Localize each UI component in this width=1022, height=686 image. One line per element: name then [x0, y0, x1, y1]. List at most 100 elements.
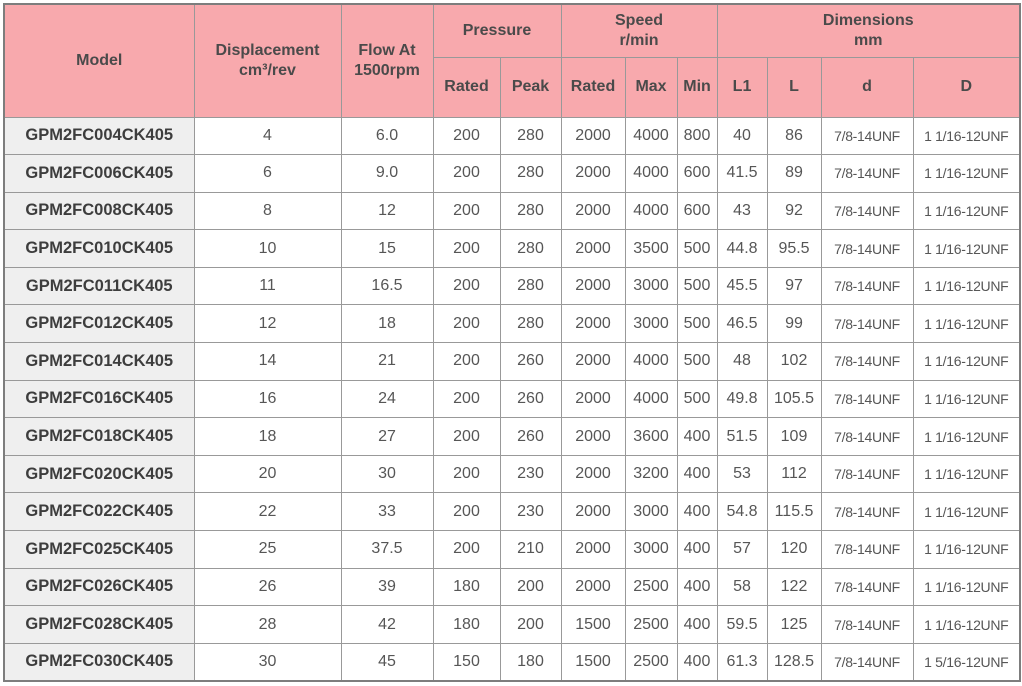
cell-displacement: 12 [193, 304, 342, 344]
cell-l1: 45.5 [716, 266, 768, 306]
cell-displacement: 16 [193, 379, 342, 419]
cell-flow: 16.5 [340, 266, 434, 306]
cell-speed_rated: 2000 [560, 116, 626, 156]
cell-model: GPM2FC018CK405 [3, 417, 195, 456]
cell-l1: 40 [716, 116, 768, 156]
cell-d: 1 5/16-12UNF [912, 642, 1021, 682]
cell-flow: 6.0 [340, 116, 434, 156]
cell-pressure_rated: 200 [432, 530, 501, 569]
cell-speed_max: 3500 [624, 229, 678, 268]
cell-l1: 51.5 [716, 417, 768, 456]
cell-pressure_rated: 180 [432, 567, 501, 607]
cell-pressure_rated: 200 [432, 191, 501, 231]
table-row: GPM2FC012CK405 12 18 200 280 2000 3000 500 46.5 9… [3, 304, 1021, 344]
cell-pressure_rated: 200 [432, 417, 501, 456]
cell-l1: 54.8 [716, 492, 768, 532]
cell-pressure_peak: 260 [499, 342, 562, 381]
cell-d: 7/8-14UNF [820, 379, 914, 419]
cell-l: 128.5 [766, 642, 822, 682]
cell-pressure_peak: 180 [499, 642, 562, 682]
cell-d: 7/8-14UNF [820, 304, 914, 344]
cell-speed_max: 4000 [624, 342, 678, 381]
cell-pressure_peak: 280 [499, 116, 562, 156]
cell-model: GPM2FC022CK405 [3, 492, 195, 532]
cell-d: 7/8-14UNF [820, 116, 914, 156]
cell-flow: 9.0 [340, 154, 434, 193]
cell-displacement: 11 [193, 266, 342, 306]
cell-speed_rated: 2000 [560, 266, 626, 306]
cell-pressure_rated: 200 [432, 492, 501, 532]
cell-speed_min: 800 [676, 116, 718, 156]
cell-pressure_peak: 230 [499, 492, 562, 532]
cell-l1: 59.5 [716, 605, 768, 644]
cell-speed_min: 500 [676, 379, 718, 419]
cell-displacement: 4 [193, 116, 342, 156]
table-row: GPM2FC025CK405 25 37.5 200 210 2000 3000 400 57 1… [3, 530, 1021, 569]
cell-model: GPM2FC030CK405 [3, 642, 195, 682]
cell-pressure_peak: 280 [499, 266, 562, 306]
cell-displacement: 14 [193, 342, 342, 381]
cell-speed_max: 3000 [624, 492, 678, 532]
cell-d: 1 1/16-12UNF [912, 379, 1021, 419]
cell-l: 105.5 [766, 379, 822, 419]
table-row: GPM2FC004CK405 4 6.0 200 280 2000 4000 800 40 86 7… [3, 116, 1021, 156]
cell-model: GPM2FC020CK405 [3, 454, 195, 494]
cell-l1: 53 [716, 454, 768, 494]
header-displacement-line2: cm³/rev [239, 61, 296, 79]
cell-d: 7/8-14UNF [820, 342, 914, 381]
cell-speed_max: 3000 [624, 304, 678, 344]
table-row: GPM2FC028CK405 28 42 180 200 1500 2500 400 59.5 1… [3, 605, 1021, 644]
cell-pressure_rated: 200 [432, 266, 501, 306]
cell-l: 89 [766, 154, 822, 193]
header-pressure-label: Pressure [462, 21, 532, 39]
cell-speed_rated: 2000 [560, 492, 626, 532]
cell-pressure_rated: 150 [432, 642, 501, 682]
header-dimensions-group: Dimensions mm [716, 3, 1021, 58]
table-row: GPM2FC011CK405 11 16.5 200 280 2000 3000 500 45.… [3, 266, 1021, 306]
header-model: Model [3, 3, 195, 118]
table-row: GPM2FC018CK405 18 27 200 260 2000 3600 400 51.5 1… [3, 417, 1021, 456]
header-flow: Flow At 1500rpm [340, 3, 434, 118]
table-row: GPM2FC020CK405 20 30 200 230 2000 3200 400 53 112… [3, 454, 1021, 494]
cell-d: 1 1/16-12UNF [912, 454, 1021, 494]
cell-d: 7/8-14UNF [820, 530, 914, 569]
cell-pressure_peak: 260 [499, 379, 562, 419]
cell-pressure_rated: 200 [432, 379, 501, 419]
header-pressure-peak: Peak [499, 56, 562, 118]
cell-model: GPM2FC028CK405 [3, 605, 195, 644]
cell-pressure_peak: 280 [499, 229, 562, 268]
cell-pressure_rated: 200 [432, 154, 501, 193]
cell-l: 122 [766, 567, 822, 607]
cell-displacement: 22 [193, 492, 342, 532]
cell-d: 1 1/16-12UNF [912, 567, 1021, 607]
cell-d: 7/8-14UNF [820, 492, 914, 532]
table-row: GPM2FC030CK405 30 45 150 180 1500 2500 400 61.3 1… [3, 642, 1021, 682]
cell-l1: 57 [716, 530, 768, 569]
cell-displacement: 28 [193, 605, 342, 644]
cell-speed_rated: 2000 [560, 154, 626, 193]
cell-l: 92 [766, 191, 822, 231]
cell-speed_min: 500 [676, 266, 718, 306]
cell-model: GPM2FC004CK405 [3, 116, 195, 156]
cell-speed_max: 3000 [624, 530, 678, 569]
cell-speed_max: 3200 [624, 454, 678, 494]
cell-speed_min: 400 [676, 605, 718, 644]
cell-l: 86 [766, 116, 822, 156]
cell-flow: 24 [340, 379, 434, 419]
cell-d: 7/8-14UNF [820, 642, 914, 682]
cell-l: 115.5 [766, 492, 822, 532]
cell-model: GPM2FC016CK405 [3, 379, 195, 419]
cell-l: 112 [766, 454, 822, 494]
cell-speed_rated: 2000 [560, 567, 626, 607]
cell-d: 1 1/16-12UNF [912, 229, 1021, 268]
header-speed-max: Max [624, 56, 678, 118]
cell-speed_min: 500 [676, 342, 718, 381]
cell-speed_max: 4000 [624, 379, 678, 419]
table-header: Model Displacement cm³/rev Flow At 1500r… [3, 3, 1021, 118]
cell-speed_rated: 1500 [560, 642, 626, 682]
header-displacement-line1: Displacement [215, 41, 320, 59]
header-displacement: Displacement cm³/rev [193, 3, 342, 118]
cell-speed_rated: 2000 [560, 191, 626, 231]
table-row: GPM2FC010CK405 10 15 200 280 2000 3500 500 44.8 9… [3, 229, 1021, 268]
